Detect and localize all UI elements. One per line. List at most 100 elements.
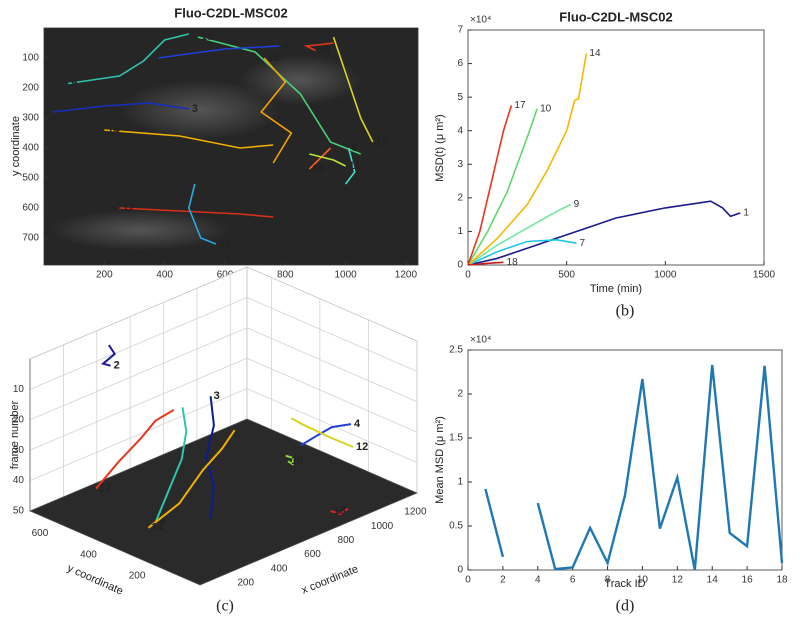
z-tick-label: 20 bbox=[13, 414, 25, 425]
track-3d bbox=[95, 409, 175, 490]
plot-frame bbox=[467, 349, 783, 571]
track-label: 8 bbox=[352, 142, 358, 154]
track-label: 12 bbox=[376, 136, 388, 148]
track-label: 3 bbox=[192, 103, 198, 115]
x-tick-label: 500 bbox=[558, 270, 575, 281]
y-tick-label: 1.5 bbox=[449, 433, 463, 444]
y-tick-label: 400 bbox=[22, 143, 39, 154]
track-label: 12 bbox=[356, 441, 368, 453]
track bbox=[332, 36, 374, 143]
y-tick-label: 0.5 bbox=[449, 521, 463, 532]
y-tick-label: 2 bbox=[457, 389, 463, 400]
series-label: 17 bbox=[514, 100, 526, 111]
grid-line bbox=[246, 388, 418, 463]
track bbox=[260, 57, 293, 164]
image-blob bbox=[120, 80, 280, 140]
track-label: 4 bbox=[354, 418, 361, 430]
x-tick-label: 6 bbox=[570, 575, 576, 586]
track-3d bbox=[155, 407, 188, 522]
track-label: 3 bbox=[214, 390, 220, 402]
track bbox=[158, 45, 280, 59]
x-tick-label: 4 bbox=[535, 575, 541, 586]
x-tick-label: 400 bbox=[271, 563, 288, 574]
chart-title: Fluo-C2DL-MSC02 bbox=[559, 9, 672, 24]
x-tick-label: 14 bbox=[707, 575, 719, 586]
y-tick-label: 6 bbox=[457, 58, 463, 69]
track bbox=[309, 153, 346, 167]
track-label: 14 bbox=[151, 522, 164, 534]
track-3d bbox=[285, 454, 295, 466]
x-tick-label: 1200 bbox=[395, 270, 418, 281]
y-axis-label: y coordinate bbox=[10, 116, 22, 176]
x-tick-label: 600 bbox=[217, 270, 234, 281]
image-blob bbox=[240, 55, 360, 105]
series-line bbox=[467, 105, 513, 266]
y-tick-label: 500 bbox=[22, 173, 39, 184]
series-label: 14 bbox=[589, 48, 601, 59]
x-tick-label: 16 bbox=[742, 575, 754, 586]
grid-line bbox=[29, 297, 248, 390]
series-line bbox=[467, 261, 504, 266]
series-line bbox=[467, 108, 538, 266]
z-axis-label: frame number bbox=[9, 400, 21, 469]
y-tick-label: 0 bbox=[457, 565, 463, 576]
y-tick-label: 7 bbox=[457, 25, 463, 36]
y-tick-label: 2 bbox=[457, 192, 463, 203]
track bbox=[52, 102, 189, 113]
track-label: 17 bbox=[99, 483, 111, 495]
y-tick-label: 3 bbox=[457, 159, 463, 170]
track-label: 9 bbox=[71, 77, 77, 89]
track-3d bbox=[100, 344, 117, 367]
series-line bbox=[467, 203, 571, 266]
track bbox=[303, 42, 334, 52]
y-tick-label: 4 bbox=[457, 125, 463, 136]
x-tick-label: 800 bbox=[277, 270, 294, 281]
y-axis-label: MSD(t) (μ m²) bbox=[434, 114, 446, 181]
z-tick-label: 10 bbox=[13, 384, 25, 395]
y-tick-label: 100 bbox=[22, 53, 39, 64]
panel-caption: (c) bbox=[216, 598, 234, 615]
x-tick-label: 200 bbox=[237, 577, 254, 588]
panel-caption: (d) bbox=[616, 598, 635, 615]
x-tick-label: 10 bbox=[637, 575, 649, 586]
y-tick-label: 600 bbox=[22, 203, 39, 214]
track-label: 14 bbox=[107, 124, 120, 136]
axis-multiplier: ×10⁴ bbox=[470, 335, 491, 346]
y-axis-label: y coordinate bbox=[65, 562, 125, 597]
track-label: 16 bbox=[312, 163, 324, 175]
x-tick-label: 2 bbox=[500, 575, 506, 586]
x-tick-label: 1200 bbox=[404, 507, 427, 518]
x-tick-label: 1000 bbox=[654, 270, 677, 281]
series-label: 10 bbox=[540, 104, 552, 115]
x-tick-label: 18 bbox=[776, 575, 788, 586]
y-tick-label: 1 bbox=[457, 477, 463, 488]
y-tick-label: 200 bbox=[129, 570, 146, 581]
track bbox=[187, 183, 217, 245]
x-axis-label: Track ID bbox=[604, 578, 645, 590]
x-tick-label: 200 bbox=[96, 270, 113, 281]
x-tick-label: 8 bbox=[605, 575, 611, 586]
panel-caption: (b) bbox=[616, 303, 635, 320]
x-tick-label: 0 bbox=[465, 270, 471, 281]
data-line bbox=[484, 364, 784, 571]
y-axis-label: Mean MSD (μ m²) bbox=[434, 416, 446, 504]
grid-line bbox=[246, 357, 418, 433]
series-label: 1 bbox=[743, 208, 749, 219]
grid-line bbox=[246, 297, 418, 372]
series-label: 9 bbox=[574, 199, 580, 210]
track bbox=[67, 33, 189, 85]
y-tick-label: 200 bbox=[22, 83, 39, 94]
x-axis-label: x coordinate bbox=[300, 563, 360, 597]
z-tick-label: 30 bbox=[13, 445, 25, 456]
track-label: 10 bbox=[201, 31, 213, 43]
grid-line bbox=[246, 327, 418, 403]
track bbox=[104, 129, 274, 149]
track-3d bbox=[205, 396, 215, 519]
track bbox=[197, 36, 361, 155]
track-label: 11 bbox=[349, 160, 361, 172]
y-tick-label: 300 bbox=[22, 113, 39, 124]
track-3d bbox=[300, 423, 352, 447]
y-tick-label: 0 bbox=[457, 260, 463, 271]
x-axis-label: Time (min) bbox=[590, 283, 642, 295]
